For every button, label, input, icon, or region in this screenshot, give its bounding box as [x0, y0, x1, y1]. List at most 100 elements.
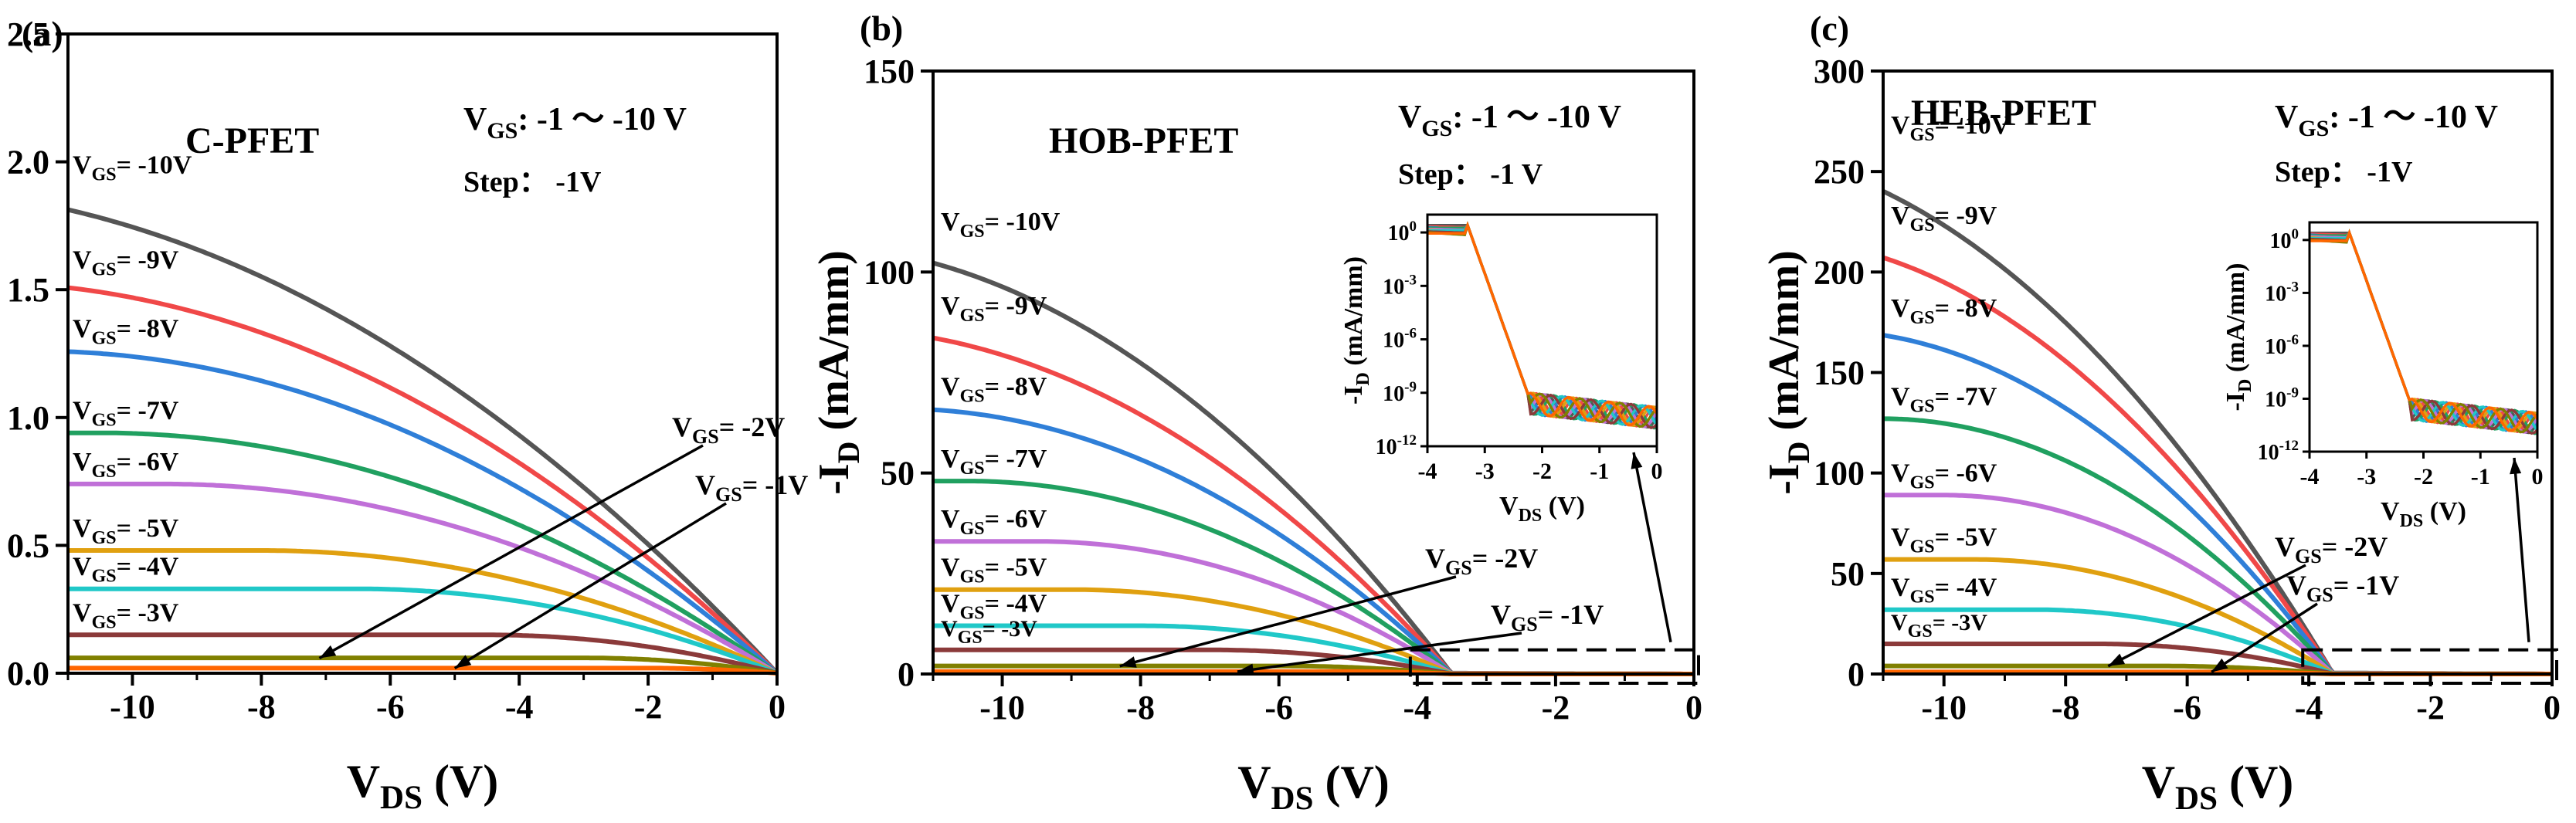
x-tick-label: -4: [505, 688, 534, 726]
inset-x-tick-label: -1: [2471, 464, 2490, 489]
curve-label-vgs-10V: VGS= -10V: [1891, 111, 2011, 145]
inset-y-tick-label: 10-12: [2258, 438, 2299, 465]
x-tick-label: -8: [1126, 689, 1155, 726]
curve-label-vgs-6V: VGS= -6V: [941, 505, 1047, 539]
y-axis-label: -ID (mA/mm): [810, 250, 866, 495]
inset-x-tick-label: -3: [2357, 464, 2376, 489]
step-label: Step： -1V: [463, 166, 602, 198]
y-axis-label: -ID (mA/mm): [1760, 250, 1816, 495]
arrow-label-vgs-2V: VGS= -2V: [2275, 531, 2388, 567]
arrow-head: [319, 645, 337, 659]
curve-label-vgs-8V: VGS= -8V: [73, 315, 179, 349]
vgs-range-label: VGS: -1 ～ -10 V: [1398, 100, 1621, 141]
x-tick-label: -2: [634, 688, 663, 726]
inset-y-tick-label: 100: [1388, 218, 1417, 246]
curve-label-vgs-6V: VGS= -6V: [1891, 459, 1997, 493]
y-tick-label: 2.5: [7, 15, 49, 53]
curve-label-vgs-3V: VGS= -3V: [1891, 610, 1987, 642]
arrow-head: [2211, 658, 2228, 672]
inset-x-tick-label: -2: [2414, 464, 2433, 489]
inset-x-axis-label: VDS (V): [1499, 492, 1585, 526]
curve-label-vgs-3V: VGS= -3V: [73, 598, 179, 632]
step-label: Step： -1 V: [1398, 158, 1543, 191]
zoom-arrow: [2513, 457, 2530, 642]
inset-y-tick-label: 10-12: [1376, 432, 1417, 459]
x-tick-label: -4: [1403, 689, 1431, 726]
inset-x-tick-label: -3: [1475, 459, 1495, 484]
x-tick-label: -6: [2173, 689, 2201, 726]
x-tick-label: -8: [247, 688, 276, 726]
curve-label-vgs-4V: VGS= -4V: [941, 590, 1047, 624]
pointer-arrow: [1119, 575, 1457, 668]
x-tick-label: -6: [376, 688, 405, 726]
curve-label-vgs-8V: VGS= -8V: [1891, 294, 1997, 328]
vgs-range-label: VGS: -1 ～ -10 V: [2275, 100, 2498, 141]
curve-vgs-10V: [67, 207, 779, 676]
curve-vgs-9V: [67, 285, 779, 676]
curves: [67, 207, 779, 676]
curve-vgs-7V: [68, 430, 779, 676]
curve-label-vgs-5V: VGS= -5V: [941, 554, 1047, 588]
x-tick-label: -2: [1542, 689, 1570, 726]
panel-label: (b): [860, 8, 903, 48]
curve-label-vgs-5V: VGS= -5V: [73, 514, 179, 548]
plot-frame: [66, 32, 779, 675]
curve-label-vgs-3V: VGS= -3V: [941, 616, 1037, 648]
curve-label-vgs-6V: VGS= -6V: [73, 448, 179, 482]
inset-y-tick-label: 100: [2270, 226, 2299, 253]
curve-label-vgs-9V: VGS= -9V: [73, 246, 179, 279]
y-tick-label: 2.0: [7, 144, 49, 181]
arrow-label-vgs-1V: VGS= -1V: [695, 469, 808, 506]
curve-label-vgs-7V: VGS= -7V: [941, 445, 1047, 479]
x-axis-label: VDS (V): [347, 756, 499, 816]
curve-vgs-2V: [68, 655, 778, 676]
y-tick-label: 1.5: [7, 271, 49, 309]
x-tick-label: -2: [2416, 689, 2445, 726]
inset-y-tick-label: 10-6: [1383, 326, 1417, 353]
inset-x-tick-label: -4: [1418, 459, 1437, 484]
x-tick-label: -10: [1921, 689, 1967, 726]
curve-vgs-6V: [68, 481, 779, 676]
y-tick-label: 0.0: [7, 655, 49, 693]
y-tick-label: 150: [864, 52, 915, 90]
curve-vgs-3V: [68, 632, 778, 676]
curve-vgs-8V: [67, 349, 779, 676]
inset-y-tick-label: 10-9: [1383, 379, 1417, 406]
inset-y-tick-label: 10-3: [1383, 272, 1417, 299]
inset-x-tick-label: -1: [1590, 459, 1609, 484]
device-name: C-PFET: [185, 120, 319, 161]
inset-plot: -4 -3 -2 -1 0 100 10-3 10-6 10-9 10-12 VDS (V) -ID …: [2221, 221, 2544, 531]
inset-x-tick-label: -4: [2300, 464, 2320, 489]
zoom-arrow-head: [1631, 452, 1643, 469]
y-tick-label: 100: [864, 253, 915, 291]
y-tick-label: 50: [881, 455, 915, 493]
y-tick-label: 0: [1848, 655, 1865, 693]
curve-label-vgs-4V: VGS= -4V: [1891, 574, 1997, 608]
curve-label-vgs-8V: VGS= -8V: [941, 372, 1047, 406]
inset-y-axis-label: -ID (mA/mm): [1339, 256, 1373, 405]
zoom-arrow: [1632, 452, 1672, 643]
x-tick-label: -10: [979, 689, 1025, 726]
x-tick-label: 0: [2544, 689, 2561, 726]
device-name: HOB-PFET: [1049, 120, 1238, 161]
inset-y-tick-label: 10-9: [2265, 384, 2299, 412]
inset-curve-vgs-1V: [1427, 221, 1658, 427]
device-name: HEB-PFET: [1911, 93, 2096, 134]
curve-label-vgs-5V: VGS= -5V: [1891, 523, 1997, 557]
plot-frame: [932, 69, 1695, 676]
inset-y-tick-label: 10-3: [2265, 279, 2299, 306]
y-tick-label: 200: [1814, 253, 1865, 291]
inset-x-tick-label: -2: [1532, 459, 1552, 484]
panel-label: (c): [1810, 8, 1849, 48]
curve-label-vgs-10V: VGS= -10V: [941, 208, 1061, 242]
curve-label-vgs-4V: VGS= -4V: [73, 553, 179, 587]
inset-x-tick-label: 0: [2532, 464, 2544, 489]
arrow-head: [2108, 653, 2126, 666]
arrow-head: [1237, 663, 1254, 676]
y-tick-label: 250: [1814, 153, 1865, 191]
curve-vgs-1V: [68, 666, 778, 676]
